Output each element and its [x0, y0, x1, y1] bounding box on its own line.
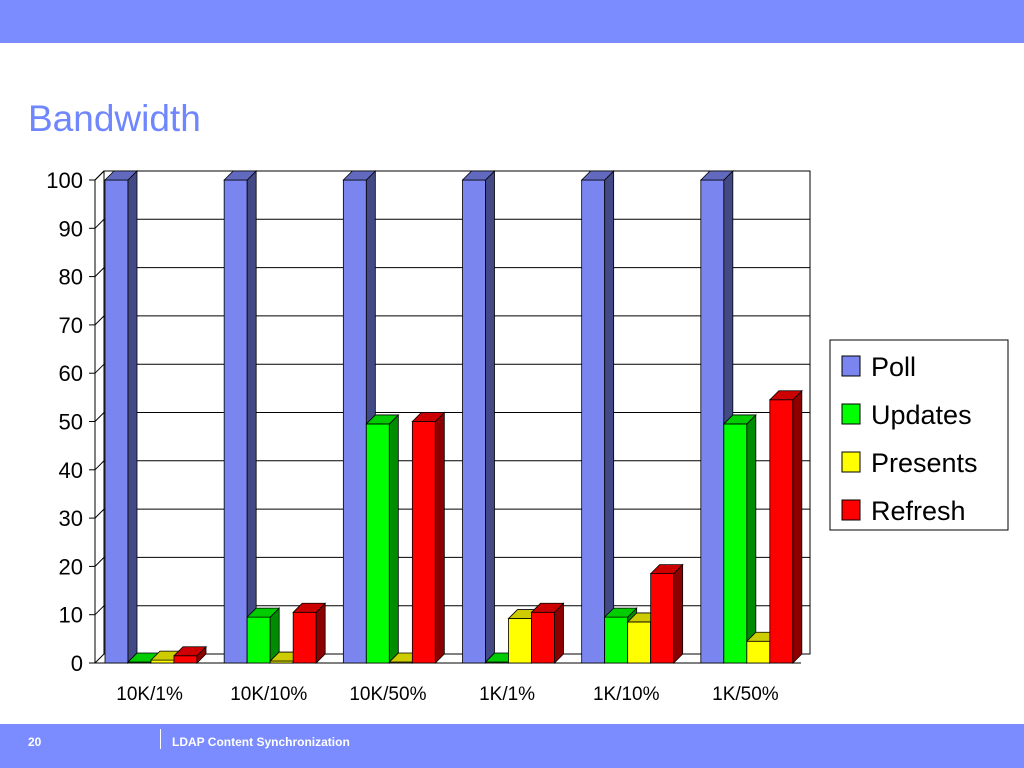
y-tick-label: 10 — [59, 603, 83, 628]
footer-divider — [160, 729, 161, 749]
bar-poll-front — [223, 179, 248, 664]
bar-refresh-top — [292, 602, 327, 613]
gridline — [94, 460, 810, 471]
bar-poll-front — [462, 179, 486, 664]
y-tick-label: 0 — [71, 651, 83, 676]
gridline — [94, 556, 810, 567]
bar-poll-front — [342, 179, 367, 664]
bar-refresh-front — [531, 611, 555, 664]
y-tick-label: 30 — [59, 506, 83, 531]
bar-refresh-side — [792, 389, 803, 664]
bar-updates-side — [388, 413, 399, 664]
bar-poll-front — [700, 179, 725, 664]
bar-poll-top — [699, 170, 734, 181]
x-tick-label: 10K/50% — [349, 684, 426, 705]
y-tick-label: 100 — [46, 168, 83, 193]
x-tick-label: 10K/1% — [116, 684, 183, 705]
bar-updates-front — [604, 616, 629, 664]
gridline — [94, 170, 810, 181]
bar-refresh-side — [673, 563, 684, 664]
bar-poll-side — [485, 170, 495, 664]
chart-floor — [94, 653, 810, 664]
bar-poll-top — [461, 170, 496, 181]
y-tick-label: 60 — [59, 361, 83, 386]
bandwidth-bar-chart: 0 10 20 30 40 50 60 70 80 90 100 10K/1% 10K/10% 10K/5… — [46, 168, 1009, 705]
bar-poll-side — [127, 170, 138, 664]
gridline — [94, 267, 810, 277]
bar-refresh-front — [173, 655, 198, 664]
bar-poll-top — [223, 170, 258, 181]
legend-swatch-updates — [841, 403, 861, 425]
y-tick-label: 40 — [59, 458, 83, 483]
legend-label-presents: Presents — [871, 448, 978, 478]
bar-refresh-front — [411, 421, 436, 664]
y-tick-label: 20 — [59, 554, 83, 579]
legend-swatch-poll — [841, 355, 861, 377]
bar-poll-front — [581, 179, 606, 664]
bar-updates-top — [722, 414, 757, 425]
y-tick-label: 90 — [59, 216, 83, 241]
y-tick-label: 70 — [59, 313, 83, 338]
bar-refresh-top — [649, 564, 684, 575]
x-tick-label: 1K/50% — [712, 684, 779, 705]
gridline — [94, 412, 810, 422]
bar-updates-top — [365, 414, 400, 425]
bar-updates-front — [365, 423, 390, 664]
bar-refresh-top — [173, 646, 207, 657]
x-tick-label: 1K/10% — [593, 684, 660, 705]
bar-poll-top — [104, 170, 138, 181]
bar-poll-side — [604, 170, 615, 664]
footer-title: LDAP Content Synchronization — [172, 735, 350, 749]
bar-refresh-side — [554, 602, 564, 664]
gridline — [94, 508, 810, 519]
gridline — [94, 363, 810, 374]
bar-refresh-side — [434, 411, 445, 664]
y-tick-label: 80 — [59, 265, 83, 290]
slide-header-bar — [0, 0, 1024, 43]
legend-swatch-presents — [841, 451, 861, 473]
slide-title: Bandwidth — [28, 98, 201, 139]
bar-presents-front — [508, 618, 532, 664]
slide-footer-bar: 20 LDAP Content Synchronization — [0, 724, 1024, 768]
legend-swatch-refresh — [841, 499, 861, 521]
bar-updates-front — [246, 616, 271, 664]
bar-updates-top — [246, 607, 281, 618]
bar-presents-front — [746, 640, 771, 664]
legend-label-refresh: Refresh — [871, 496, 966, 526]
bar-refresh-front — [769, 399, 794, 664]
x-tick-label: 10K/10% — [230, 684, 307, 705]
bar-presents-front — [627, 621, 652, 664]
bar-refresh-top — [411, 412, 446, 422]
legend-label-updates: Updates — [871, 400, 972, 430]
bar-refresh-front — [292, 611, 317, 664]
bar-updates-side — [746, 413, 757, 664]
bar-poll-top — [342, 170, 377, 181]
bar-refresh-top — [530, 602, 565, 613]
gridline — [94, 218, 810, 229]
bar-poll-side — [246, 170, 257, 664]
bar-updates-front — [723, 423, 748, 664]
page-number: 20 — [28, 735, 42, 749]
bar-poll-top — [580, 170, 615, 181]
bar-refresh-front — [650, 573, 675, 664]
gridline — [94, 315, 810, 326]
gridline — [94, 605, 810, 616]
legend-label-poll: Poll — [871, 352, 916, 382]
bar-presents-front — [150, 659, 175, 664]
y-tick-label: 50 — [59, 410, 83, 435]
bar-refresh-top — [768, 390, 803, 401]
bar-updates-top — [603, 607, 638, 618]
bar-poll-front — [104, 179, 129, 664]
bar-refresh-side — [315, 602, 326, 664]
x-tick-label: 1K/1% — [479, 684, 535, 705]
